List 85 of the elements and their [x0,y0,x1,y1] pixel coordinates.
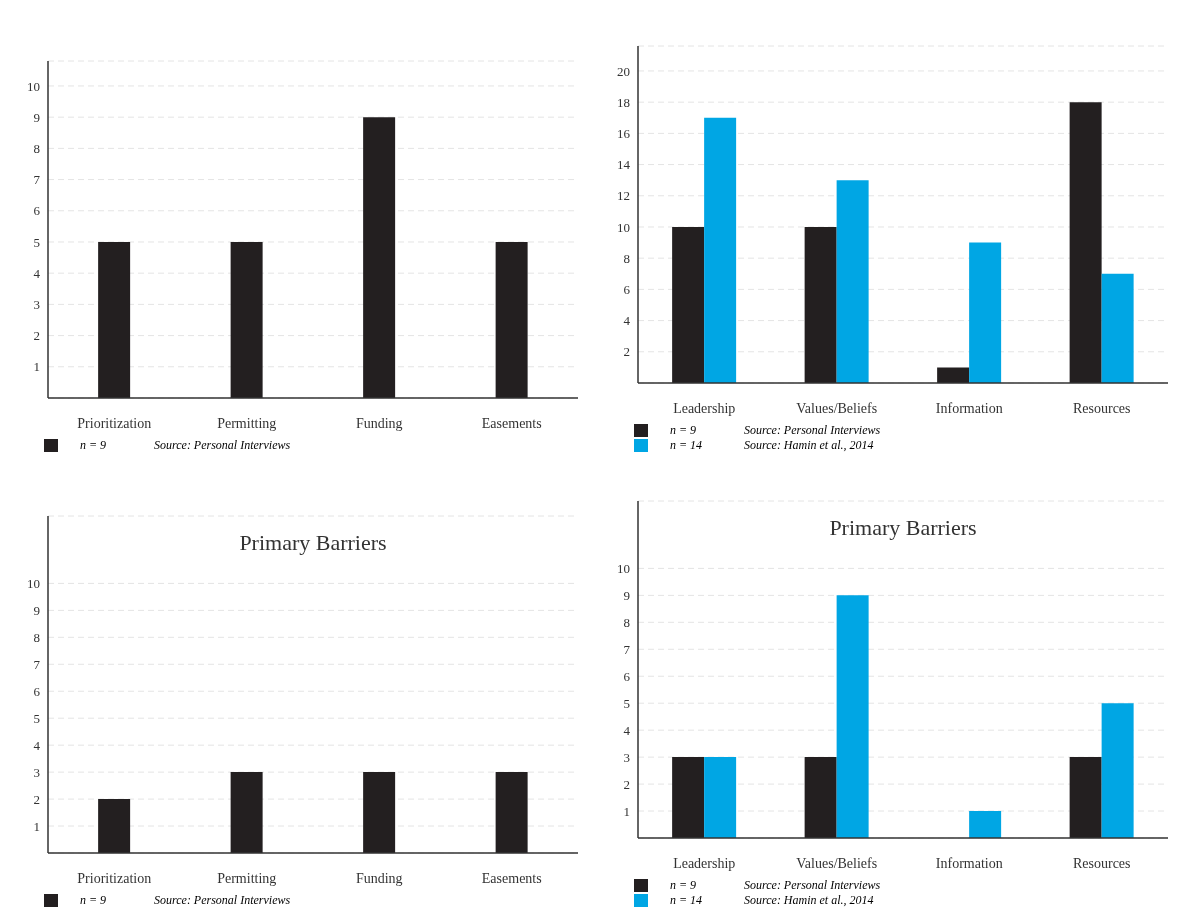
y-tick-label: 2 [623,344,630,360]
x-tick-label: Prioritization [77,415,152,431]
text: Primary Barriers [238,530,388,556]
legend-label: n = 9 [669,878,698,893]
bar [804,757,837,838]
y-tick-label: 18 [617,94,630,110]
y-tick-label: 7 [33,172,41,188]
y-tick-label: 2 [623,776,630,792]
y-tick-label: 4 [623,722,631,738]
legend-label: n = 9 [79,438,108,453]
y-tick-label: 6 [623,668,631,684]
y-tick-label: 12 [617,188,630,204]
x-tick-label: Values/Beliefs [796,855,878,871]
y-tick-label: 4 [33,265,41,281]
bar [1101,273,1134,383]
y-tick-label: 16 [617,125,631,141]
source-note: Source: Hamin et al., 2014 [744,438,874,453]
bar [1069,102,1102,383]
y-tick-label: 20 [617,63,630,79]
y-tick-label: 9 [33,602,40,618]
y-tick-label: 10 [617,219,630,235]
y-tick-label: 8 [623,614,630,630]
source-note: Source: Personal Interviews [744,423,881,438]
x-tick-label: Leadership [673,855,736,871]
x-tick-label: Funding [355,415,403,431]
source-note: Source: Hamin et al., 2014 [744,893,874,907]
x-tick-label: Information [935,400,1003,416]
bar [704,117,737,383]
y-tick-label: 6 [623,282,631,297]
legend-label: n = 9 [79,893,108,907]
x-tick-label: Resources [1072,400,1131,416]
bar [672,226,705,383]
y-tick-label: 6 [33,203,41,219]
y-tick-label: 6 [33,683,41,699]
y-tick-label: 5 [33,710,40,726]
y-tick-label: 4 [623,313,631,329]
text: Primary Barriers [828,515,978,541]
bar [704,757,737,838]
bar [804,226,837,383]
y-tick-label: 9 [623,587,630,603]
bar [836,180,869,383]
y-tick-label: 3 [623,749,630,765]
y-tick-label: 1 [33,818,40,834]
y-tick-label: 3 [33,764,40,780]
x-tick-label: Permitting [217,870,277,886]
legend-label: n = 14 [669,438,704,453]
x-tick-label: Easements [481,415,542,431]
bar [836,595,869,838]
y-tick-label: 1 [33,359,40,375]
y-tick-label: 5 [33,234,40,250]
y-tick-label: 3 [33,297,40,312]
y-tick-label: 8 [33,629,40,645]
bar [1101,703,1134,838]
bar [969,242,1002,383]
y-tick-label: 14 [617,157,631,173]
y-tick-label: 5 [623,695,630,711]
bar [969,811,1002,838]
source-note: Source: Personal Interviews [154,438,291,453]
y-tick-label: 10 [617,561,630,577]
source-note: Source: Personal Interviews [154,893,291,907]
y-tick-label: 2 [33,791,40,807]
y-tick-label: 1 [623,803,630,819]
x-tick-label: Resources [1072,855,1131,871]
y-tick-label: 8 [623,250,630,266]
y-tick-label: 7 [33,656,41,672]
x-tick-label: Prioritization [77,870,152,886]
source-note: Source: Personal Interviews [744,878,881,893]
legend-label: n = 14 [669,893,704,907]
x-tick-label: Permitting [217,415,277,431]
x-tick-label: Leadership [673,400,736,416]
y-tick-label: 7 [623,641,631,657]
x-tick-label: Values/Beliefs [796,400,878,416]
bar [672,757,705,838]
y-tick-label: 10 [27,78,40,94]
x-tick-label: Funding [355,870,403,886]
x-tick-label: Easements [481,870,542,886]
y-tick-label: 2 [33,328,40,344]
x-tick-label: Information [935,855,1003,871]
bar [937,367,970,383]
legend-label: n = 9 [669,423,698,438]
y-tick-label: 9 [33,109,40,125]
y-tick-label: 4 [33,737,41,753]
y-tick-label: 8 [33,140,40,156]
bar [1069,757,1102,838]
y-tick-label: 10 [27,576,40,592]
